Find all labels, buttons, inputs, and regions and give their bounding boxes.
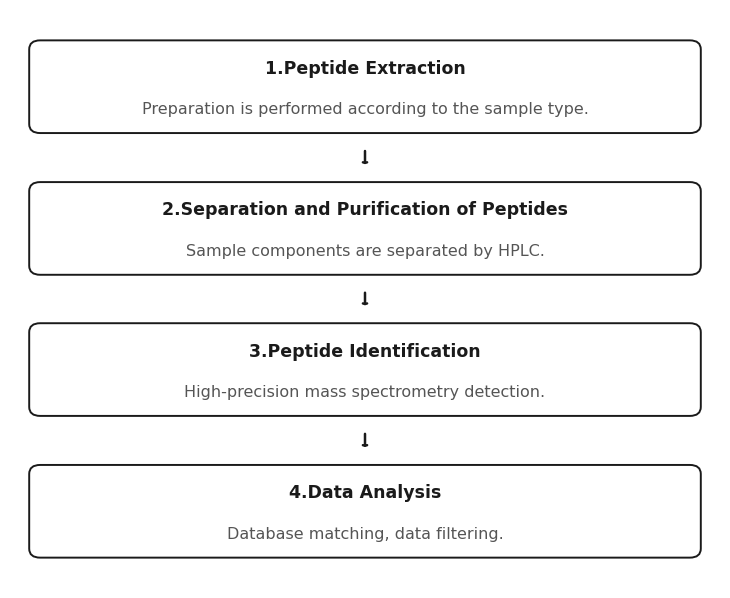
Text: High-precision mass spectrometry detection.: High-precision mass spectrometry detecti… (185, 385, 545, 400)
Text: Database matching, data filtering.: Database matching, data filtering. (226, 526, 504, 542)
Text: Sample components are separated by HPLC.: Sample components are separated by HPLC. (185, 243, 545, 259)
FancyBboxPatch shape (29, 465, 701, 557)
FancyBboxPatch shape (29, 323, 701, 416)
Text: Preparation is performed according to the sample type.: Preparation is performed according to th… (142, 102, 588, 117)
Text: 3.Peptide Identification: 3.Peptide Identification (249, 343, 481, 361)
Text: 2.Separation and Purification of Peptides: 2.Separation and Purification of Peptide… (162, 202, 568, 219)
FancyBboxPatch shape (29, 41, 701, 133)
Text: 4.Data Analysis: 4.Data Analysis (289, 484, 441, 502)
Text: 1.Peptide Extraction: 1.Peptide Extraction (264, 60, 466, 78)
FancyBboxPatch shape (29, 182, 701, 275)
